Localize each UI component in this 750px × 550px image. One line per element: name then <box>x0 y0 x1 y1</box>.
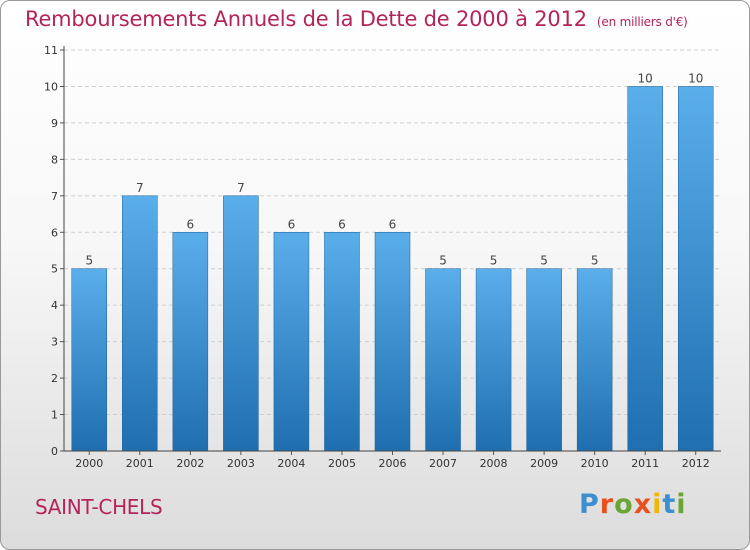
data-label: 10 <box>688 71 703 85</box>
y-tick-label: 11 <box>44 44 58 57</box>
logo-letter: x <box>633 489 653 520</box>
x-tick-label: 2002 <box>176 457 204 470</box>
data-label: 5 <box>490 254 498 268</box>
bar-2006 <box>374 232 411 452</box>
data-label: 5 <box>85 254 93 268</box>
x-tick-label: 2010 <box>581 457 609 470</box>
y-tick-label: 9 <box>51 117 58 130</box>
bar-2005 <box>324 232 360 452</box>
bar-2008 <box>475 268 512 452</box>
bar-2009 <box>526 268 562 452</box>
y-tick-label: 7 <box>51 190 58 203</box>
x-tick-labels: 2000 2001 2002 2003 2004 2005 2006 2007 2008 2009… <box>75 451 710 470</box>
data-label: 6 <box>338 217 346 231</box>
bar-2001 <box>122 195 158 452</box>
bar-2012 <box>677 86 714 452</box>
commune-name: SAINT-CHELS <box>35 495 163 519</box>
bar-2004 <box>273 232 310 452</box>
data-label: 5 <box>540 254 548 268</box>
x-tick-label: 2009 <box>530 457 558 470</box>
x-tick-label: 2007 <box>429 457 457 470</box>
logo-letter: P <box>579 489 600 520</box>
x-tick-label: 2005 <box>328 457 356 470</box>
logo-letter: i <box>676 489 687 520</box>
proxiti-logo: Proxiti <box>579 489 687 520</box>
data-label: 6 <box>288 217 296 231</box>
logo-letter: r <box>599 489 615 520</box>
y-tick-labels: 0 1 2 3 4 5 6 7 8 9 10 11 <box>44 44 58 458</box>
bars <box>71 86 714 452</box>
x-tick-label: 2006 <box>379 457 407 470</box>
y-tick-label: 0 <box>51 445 58 458</box>
y-tick-label: 10 <box>44 80 58 93</box>
logo-letter: t <box>662 489 677 520</box>
data-labels: 5 7 6 7 6 6 6 5 5 5 5 10 10 <box>85 71 703 267</box>
y-tick-label: 2 <box>51 372 58 385</box>
x-tick-label: 2011 <box>631 457 659 470</box>
y-tick-label: 5 <box>51 263 58 276</box>
x-tick-label: 2008 <box>480 457 508 470</box>
x-tick-label: 2004 <box>277 457 305 470</box>
chart-title-text: Remboursements Annuels de la Dette de 20… <box>25 7 587 31</box>
x-tick-label: 2000 <box>75 457 103 470</box>
x-tick-label: 2012 <box>682 457 710 470</box>
logo-letter: o <box>614 489 634 520</box>
chart-title: Remboursements Annuels de la Dette de 20… <box>25 7 688 31</box>
y-tick-label: 8 <box>51 153 58 166</box>
data-label: 10 <box>638 71 653 85</box>
y-tick-label: 6 <box>51 226 58 239</box>
x-tick-label: 2001 <box>126 457 154 470</box>
bar-2007 <box>425 268 461 452</box>
data-label: 7 <box>237 181 245 195</box>
data-label: 5 <box>439 254 447 268</box>
x-tick-label: 2003 <box>227 457 255 470</box>
logo-letter: i <box>652 489 663 520</box>
data-label: 5 <box>591 254 599 268</box>
bar-2010 <box>576 268 613 452</box>
data-label: 6 <box>389 217 397 231</box>
y-tick-label: 3 <box>51 336 58 349</box>
chart-subtitle: (en milliers d'€) <box>596 15 688 29</box>
bar-2000 <box>71 268 108 452</box>
bar-2003 <box>223 195 259 452</box>
y-tick-label: 1 <box>51 409 58 422</box>
bar-2002 <box>172 232 209 452</box>
bar-2011 <box>627 86 663 452</box>
data-label: 7 <box>136 181 144 195</box>
y-tick-label: 4 <box>51 299 58 312</box>
data-label: 6 <box>187 217 195 231</box>
